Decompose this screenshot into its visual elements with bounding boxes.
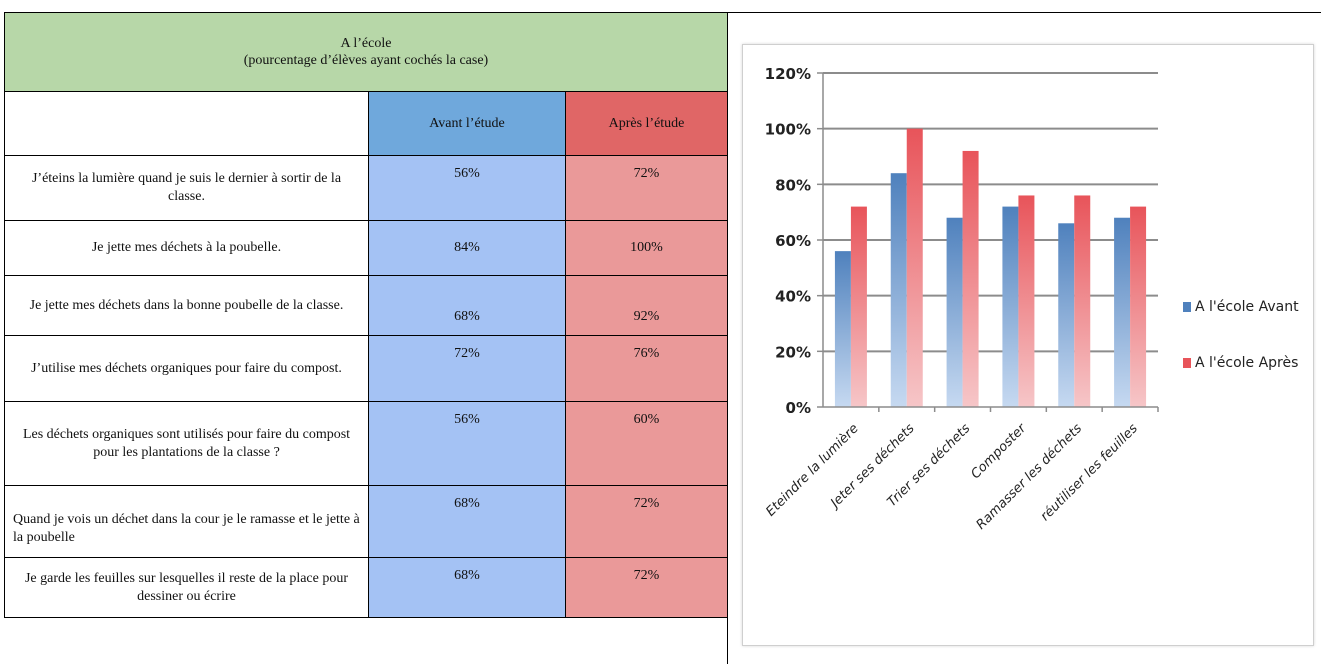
bar [834, 251, 851, 407]
header-blank-cell [4, 91, 369, 156]
x-category-label: Composter [968, 420, 1030, 482]
bar [1058, 223, 1075, 407]
row-after-value: 72% [565, 485, 728, 558]
table-subtitle: (pourcentage d’élèves ayant cochés la ca… [243, 53, 489, 68]
row-before-value: 56% [368, 401, 566, 486]
y-tick-label: 0% [786, 399, 811, 417]
row-after-value: 92% [565, 275, 728, 336]
row-after-value: 100% [565, 220, 728, 276]
bar [1018, 195, 1035, 407]
y-tick-label: 80% [775, 176, 811, 194]
bar [1130, 206, 1147, 407]
row-label: Je jette mes déchets à la poubelle. [4, 220, 369, 276]
table-title: A l’école [340, 36, 392, 51]
legend-label: A l'école Avant [1195, 299, 1299, 315]
bar [962, 150, 979, 407]
row-before-value: 68% [368, 485, 566, 558]
header-before: Avant l’étude [368, 91, 566, 156]
survey-table: A l’école (pourcentage d’élèves ayant co… [4, 12, 728, 618]
bar [890, 173, 907, 407]
row-before-value: 56% [368, 155, 566, 221]
row-label: J’utilise mes déchets organiques pour fa… [4, 335, 369, 402]
header-after: Après l’étude [565, 91, 728, 156]
bar [1114, 217, 1131, 407]
bar [1074, 195, 1091, 407]
row-before-value: 84% [368, 220, 566, 276]
y-tick-label: 100% [765, 121, 811, 139]
y-tick-label: 120% [765, 65, 811, 83]
row-label: Je jette mes déchets dans la bonne poube… [4, 275, 369, 336]
row-label: Quand je vois un déchet dans la cour je … [4, 485, 369, 558]
row-after-value: 76% [565, 335, 728, 402]
row-after-value: 60% [565, 401, 728, 486]
row-label: Je garde les feuilles sur lesquelles il … [4, 557, 369, 618]
bar [850, 206, 867, 407]
row-label: Les déchets organiques sont utilisés pou… [4, 401, 369, 486]
bar-chart: 0% 20% 40% 60% 80% 100% 120% Eteindre la lumièr… [742, 44, 1314, 646]
row-after-value: 72% [565, 155, 728, 221]
row-after-value: 72% [565, 557, 728, 618]
frame-line-top [727, 12, 1321, 13]
frame-line-left [727, 12, 728, 664]
y-tick-label: 60% [775, 232, 811, 250]
bar [1002, 206, 1019, 407]
x-category-label: Eteindre la lumière [763, 421, 861, 519]
bar [906, 128, 923, 407]
legend-label: A l'école Après [1195, 355, 1298, 371]
chart-canvas: 0% 20% 40% 60% 80% 100% 120% Eteindre la lumièr… [763, 65, 1299, 533]
legend-swatch [1183, 358, 1191, 368]
table-title-cell: A l’école (pourcentage d’élèves ayant co… [4, 12, 728, 92]
legend-swatch [1183, 302, 1191, 312]
row-before-value: 68% [368, 557, 566, 618]
bar [946, 217, 963, 407]
row-label: J’éteins la lumière quand je suis le der… [4, 155, 369, 221]
y-tick-label: 20% [775, 343, 811, 361]
x-category-label: Ramasser les déchets [974, 421, 1086, 533]
x-category-label: réutiliser les feuilles [1038, 421, 1141, 524]
y-tick-label: 40% [775, 288, 811, 306]
row-before-value: 68% [368, 275, 566, 336]
row-before-value: 72% [368, 335, 566, 402]
